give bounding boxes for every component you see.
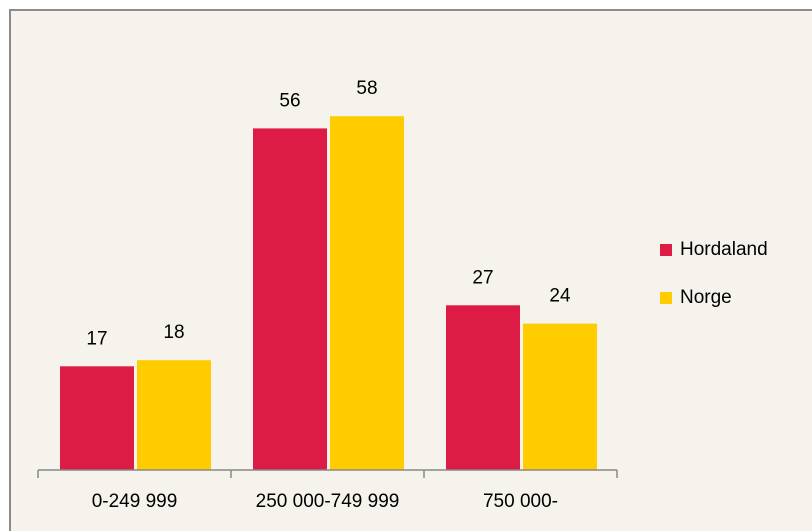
legend-label: Norge bbox=[680, 287, 732, 308]
bar bbox=[253, 128, 327, 470]
value-label: 27 bbox=[472, 267, 493, 288]
bar bbox=[523, 323, 597, 470]
x-tick-label: 0-249 999 bbox=[92, 491, 178, 512]
x-tick-label: 750 000- bbox=[483, 491, 558, 512]
bar bbox=[446, 305, 520, 470]
value-label: 24 bbox=[549, 286, 571, 307]
legend-swatch bbox=[660, 292, 672, 304]
value-label: 56 bbox=[279, 90, 300, 111]
value-label: 58 bbox=[356, 78, 377, 99]
value-label: 18 bbox=[163, 322, 184, 343]
x-tick-label: 250 000-749 999 bbox=[256, 491, 400, 512]
bar bbox=[60, 366, 134, 470]
legend-label: Hordaland bbox=[680, 239, 768, 260]
bar bbox=[137, 360, 211, 470]
bar bbox=[330, 116, 404, 470]
legend-swatch bbox=[660, 244, 672, 256]
value-label: 17 bbox=[86, 328, 107, 349]
